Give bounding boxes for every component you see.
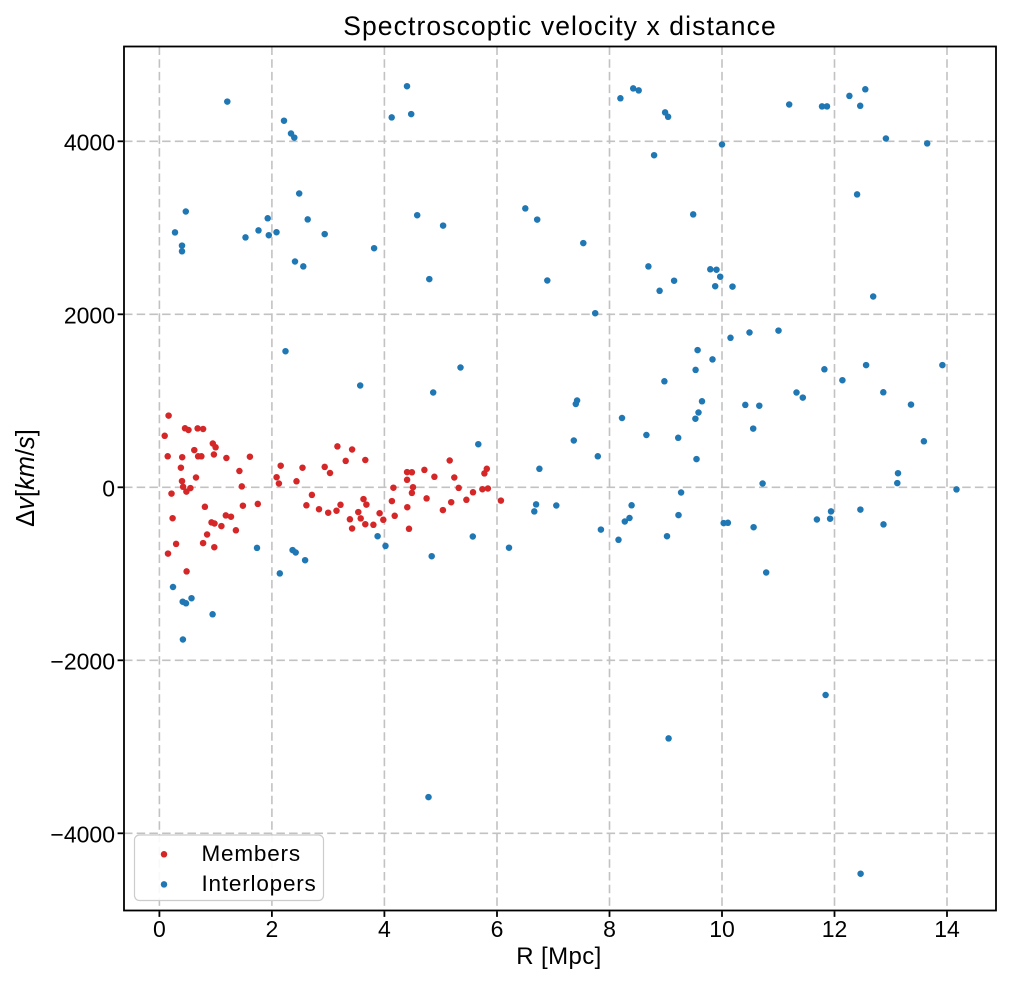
svg-text:6: 6 [491,916,504,942]
svg-text:R [Mpc]: R [Mpc] [516,943,601,970]
svg-text:4000: 4000 [64,129,115,155]
svg-text:8: 8 [603,916,616,942]
svg-text:2: 2 [266,916,279,942]
svg-text:Spectroscoptic velocity x dist: Spectroscoptic velocity x distance [343,11,777,41]
svg-text:0: 0 [102,475,115,501]
svg-text:Interlopers: Interlopers [202,871,317,896]
svg-text:−4000: −4000 [50,821,115,847]
svg-text:14: 14 [934,916,960,942]
svg-text:−2000: −2000 [50,648,115,674]
svg-text:2000: 2000 [64,302,115,328]
svg-text:Members: Members [202,841,301,866]
svg-text:12: 12 [822,916,848,942]
svg-text:4: 4 [378,916,391,942]
svg-text:0: 0 [153,916,166,942]
svg-text:Δv[km/s]: Δv[km/s] [12,429,40,527]
svg-text:10: 10 [709,916,735,942]
